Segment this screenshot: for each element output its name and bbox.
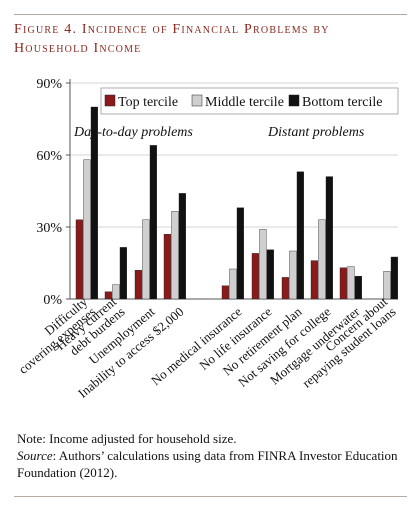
bar-middle-tercile [83, 159, 91, 300]
y-tick-label: 90% [36, 77, 62, 92]
bar-middle-tercile [289, 250, 297, 300]
bar-bottom-tercile [90, 106, 98, 300]
legend-label-bottom-tercile: Bottom tercile [302, 95, 382, 110]
bar-middle-tercile [347, 266, 355, 300]
group-label: Distant problems [267, 125, 365, 140]
bar-top-tercile [163, 233, 171, 300]
group-labels: Day-to-day problems Distant problems [73, 125, 365, 140]
bar-bottom-tercile [178, 193, 186, 300]
group-label: Day-to-day problems [73, 125, 193, 140]
bar-middle-tercile [318, 219, 326, 300]
bar-top-tercile [339, 267, 347, 300]
top-rule [14, 14, 407, 15]
bar-bottom-tercile [266, 249, 274, 300]
bottom-rule [14, 496, 407, 497]
bar-bottom-tercile [354, 276, 362, 300]
bar-bottom-tercile [149, 145, 157, 300]
bar-bottom-tercile [119, 247, 127, 300]
bar-top-tercile [281, 277, 289, 300]
source-label: Source [17, 448, 53, 463]
bar-middle-tercile [112, 284, 120, 300]
bar-middle-tercile [383, 271, 391, 300]
bar-bottom-tercile [296, 171, 304, 300]
source-line: Source: Authors’ calculations using data… [17, 447, 407, 481]
y-tick-label: 60% [36, 149, 62, 164]
bar-top-tercile [251, 253, 259, 300]
figure-notes: Note: Income adjusted for household size… [17, 430, 407, 481]
bar-bottom-tercile [236, 207, 244, 300]
legend-label-middle-tercile: Middle tercile [205, 95, 284, 110]
bar-bottom-tercile [325, 176, 333, 300]
y-tick-label: 30% [36, 221, 62, 236]
bar-middle-tercile [229, 268, 237, 300]
bar-middle-tercile [259, 229, 267, 300]
bar-top-tercile [104, 291, 112, 300]
bar-top-tercile [310, 260, 318, 300]
legend-swatch-top-tercile [104, 94, 116, 107]
y-tick-label: 0% [43, 293, 62, 308]
legend-box [100, 87, 399, 115]
source-text: : Authors’ calculations using data from … [17, 448, 398, 480]
legend-swatch-middle-tercile [191, 94, 203, 107]
legend-swatch-bottom-tercile [288, 94, 300, 107]
bar-middle-tercile [171, 211, 179, 300]
bar-top-tercile [221, 285, 229, 300]
legend: Top tercile Middle tercile Bottom tercile [100, 87, 399, 115]
gridlines [70, 82, 398, 228]
y-axis: 0% 30% 60% 90% [36, 77, 398, 308]
figure-title: Figure 4. Incidence of Financial Problem… [14, 22, 330, 56]
bar-top-tercile [134, 270, 142, 300]
legend-label-top-tercile: Top tercile [118, 95, 178, 110]
bar-middle-tercile [142, 219, 150, 300]
note-text: Note: Income adjusted for household size… [17, 431, 237, 446]
bar-bottom-tercile [390, 256, 398, 300]
bar-top-tercile [75, 219, 83, 300]
bars [75, 106, 398, 300]
